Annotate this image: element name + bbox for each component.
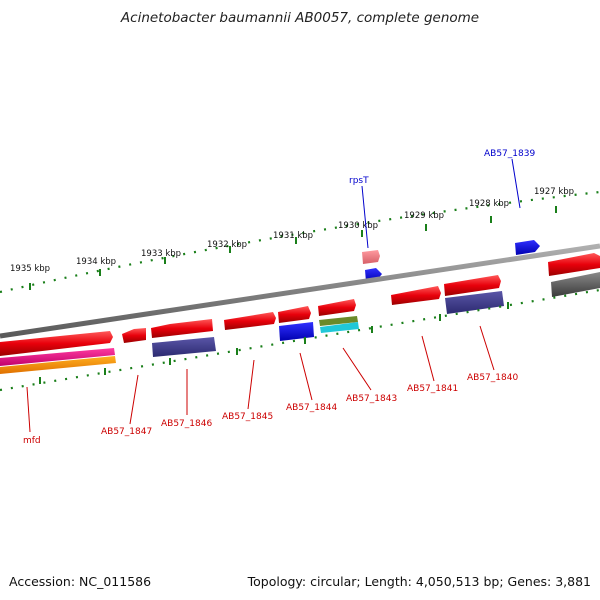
- gene-AB57-1843-olive[interactable]: [319, 316, 358, 326]
- gene-AB57-1841[interactable]: [391, 286, 441, 305]
- scale-label-1933: 1933 kbp: [141, 249, 181, 259]
- scale-label-1929: 1929 kbp: [404, 211, 444, 221]
- label-AB57-1846[interactable]: AB57_1846: [161, 419, 212, 429]
- gene-mfd-orange[interactable]: [0, 356, 116, 374]
- scale-label-1927: 1927 kbp: [534, 187, 574, 197]
- gene-AB57-1843-red[interactable]: [318, 299, 356, 316]
- forward-genes: [0, 275, 501, 356]
- accession-text: Accession: NC_011586: [9, 574, 152, 589]
- top-leaders: [361, 158, 521, 249]
- outer-major-ticks: [29, 206, 557, 290]
- bottom-leaders: [26, 325, 495, 433]
- gene-AB57-1844[interactable]: [278, 306, 311, 323]
- gene-AB57-1840[interactable]: [444, 275, 501, 296]
- gene-AB57-1846-slate[interactable]: [152, 337, 216, 357]
- gene-AB57-1840-slate[interactable]: [445, 291, 504, 314]
- label-AB57-1840[interactable]: AB57_1840: [467, 373, 518, 383]
- label-AB57-1839[interactable]: AB57_1839: [484, 149, 535, 159]
- scale-label-1931: 1931 kbp: [273, 231, 313, 241]
- bottom-labels: mfd AB57_1847 AB57_1846 AB57_1845 AB57_1…: [23, 373, 518, 446]
- label-AB57-1847[interactable]: AB57_1847: [101, 427, 152, 437]
- scale-label-1930: 1930 kbp: [338, 221, 378, 231]
- gene-AB57-1847[interactable]: [122, 328, 146, 343]
- gene-AB57-1844-blue[interactable]: [279, 322, 314, 341]
- gene-mfd-red[interactable]: [0, 331, 113, 356]
- gene-AB57-1843-cyan[interactable]: [320, 322, 359, 333]
- genome-backbone: [0, 243, 600, 339]
- label-AB57-1845[interactable]: AB57_1845: [222, 412, 273, 422]
- gene-AB57-1845[interactable]: [224, 312, 276, 330]
- outer-scale-arc: [0, 190, 600, 294]
- genome-summary-text: Topology: circular; Length: 4,050,513 bp…: [247, 574, 591, 589]
- label-AB57-1843[interactable]: AB57_1843: [346, 394, 397, 404]
- scale-label-1932: 1932 kbp: [207, 240, 247, 250]
- scale-label-1928: 1928 kbp: [469, 199, 509, 209]
- map-title: Acinetobacter baumannii AB0057, complete…: [120, 10, 480, 26]
- gene-right-top-red[interactable]: [548, 253, 600, 276]
- label-rpsT[interactable]: rpsT: [349, 176, 369, 186]
- scale-label-1935: 1935 kbp: [10, 264, 50, 274]
- scale-labels: 1935 kbp 1934 kbp 1933 kbp 1932 kbp 1931…: [10, 187, 574, 274]
- gene-AB57-1846[interactable]: [151, 319, 213, 338]
- scale-label-1934: 1934 kbp: [76, 257, 116, 267]
- inner-major-ticks: [39, 302, 509, 384]
- gene-AB57-1839[interactable]: [515, 240, 540, 255]
- gene-rpsT[interactable]: [362, 250, 380, 264]
- label-AB57-1841[interactable]: AB57_1841: [407, 384, 458, 394]
- label-AB57-1844[interactable]: AB57_1844: [286, 403, 337, 413]
- gene-mfd-magenta[interactable]: [0, 348, 115, 366]
- gene-right-bottom-dark[interactable]: [551, 272, 600, 297]
- label-mfd[interactable]: mfd: [23, 436, 41, 446]
